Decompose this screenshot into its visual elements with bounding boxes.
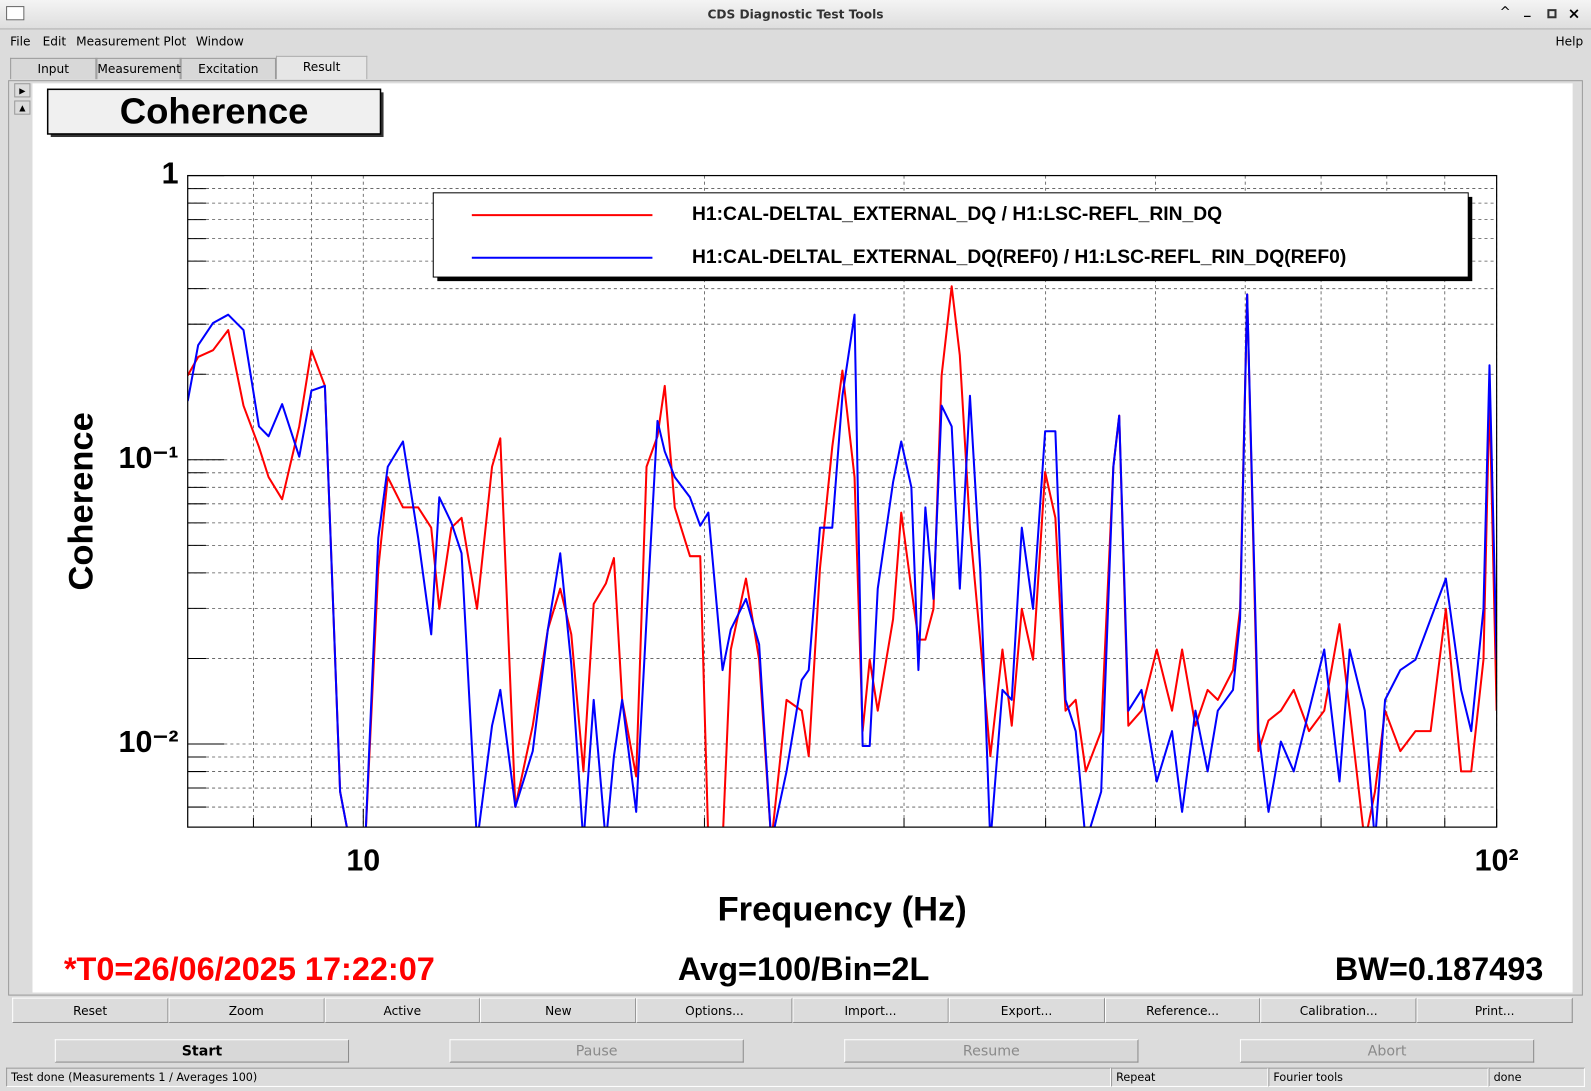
plot-button[interactable]: Import...	[792, 997, 949, 1023]
legend-label: H1:CAL-DELTAL_EXTERNAL_DQ / H1:LSC-REFL_…	[692, 204, 1222, 225]
status-field: Repeat	[1111, 1067, 1269, 1087]
window-maximize[interactable]	[1547, 9, 1557, 19]
menu-item[interactable]: Window	[195, 34, 244, 49]
menu-item[interactable]: Edit	[42, 34, 67, 49]
menu-item[interactable]: Measurement	[76, 34, 160, 49]
control-button: Pause	[449, 1039, 744, 1063]
status-field: Test done (Measurements 1 / Averages 100…	[6, 1067, 1112, 1087]
tab[interactable]: Measurement	[96, 57, 181, 80]
plot-button[interactable]: New	[480, 997, 637, 1023]
plot-button[interactable]: Options...	[636, 997, 793, 1023]
window-shade[interactable]: ^	[1499, 5, 1511, 21]
plot-frame	[187, 174, 1498, 828]
menu-help[interactable]: Help	[1555, 34, 1584, 49]
y-tick-label: 10⁻¹	[119, 441, 179, 475]
title-bar: CDS Diagnostic Test Tools ^ _ ×	[0, 0, 1591, 30]
control-button: Abort	[1239, 1039, 1535, 1063]
tab[interactable]: Excitation	[180, 57, 276, 80]
plot-lines	[187, 285, 1497, 828]
title-box	[46, 88, 382, 135]
annotation: *T0=26/06/2025 17:22:07	[64, 951, 435, 987]
expand-button[interactable]: ▶	[14, 83, 31, 98]
x-tick-label: 10²	[1475, 844, 1519, 878]
control-button: Resume	[844, 1039, 1139, 1063]
x-tick-label: 10	[346, 844, 380, 878]
y-axis-label: Coherence	[62, 412, 100, 590]
legend: H1:CAL-DELTAL_EXTERNAL_DQ / H1:LSC-REFL_…	[432, 192, 1473, 282]
menu-item[interactable]: File	[10, 34, 31, 49]
window-icon[interactable]	[6, 6, 25, 21]
plot-button[interactable]: Calibration...	[1260, 997, 1417, 1023]
y-tick-label: 1	[162, 157, 179, 191]
plot-button[interactable]: Zoom	[168, 997, 325, 1023]
plot-button[interactable]: Reset	[12, 997, 169, 1023]
window-title: CDS Diagnostic Test Tools	[707, 7, 884, 22]
annotation: BW=0.187493	[1335, 951, 1543, 987]
plot-button[interactable]: Active	[324, 997, 481, 1023]
chart-title: Coherence	[120, 90, 309, 131]
status-field: Fourier tools	[1268, 1067, 1489, 1087]
series-line	[187, 293, 1497, 828]
menu-item[interactable]: Plot	[163, 34, 187, 49]
legend-label: H1:CAL-DELTAL_EXTERNAL_DQ(REF0) / H1:LSC…	[692, 247, 1346, 268]
control-button[interactable]: Start	[54, 1039, 350, 1063]
x-axis-label: Frequency (Hz)	[718, 890, 967, 928]
tab[interactable]: Input	[10, 57, 97, 80]
window-minimize[interactable]: _	[1524, 3, 1531, 19]
legend-box	[432, 192, 1469, 278]
plot-button[interactable]: Print...	[1416, 997, 1573, 1023]
plot-button[interactable]: Export...	[948, 997, 1105, 1023]
y-tick-label: 10⁻²	[119, 725, 179, 759]
plot-canvas: Coherence Coherence Frequency (Hz) 10 10²…	[32, 83, 1573, 993]
status-field: done	[1488, 1067, 1585, 1087]
scroll-up-button[interactable]: ▲	[14, 100, 31, 115]
series-line	[187, 285, 1497, 828]
annotation: Avg=100/Bin=2L	[678, 951, 929, 987]
plot-button[interactable]: Reference...	[1104, 997, 1261, 1023]
window-close[interactable]: ×	[1567, 4, 1581, 23]
tab[interactable]: Result	[275, 55, 368, 80]
